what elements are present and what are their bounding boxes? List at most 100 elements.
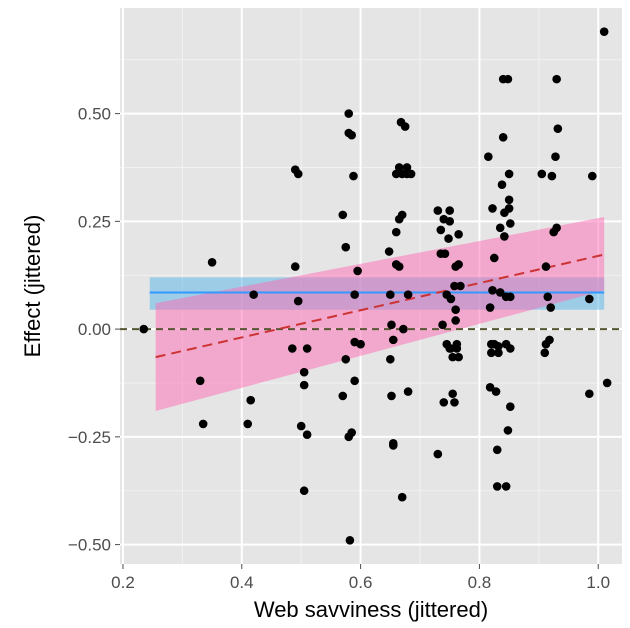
data-point: [489, 253, 499, 263]
data-point: [394, 163, 404, 172]
linear-fit-confidence-band: [155, 217, 605, 411]
y-tick-label: 0.00: [78, 320, 111, 339]
data-point: [545, 335, 554, 345]
fit-lines: [120, 253, 622, 359]
data-point: [349, 171, 358, 181]
x-axis-ticks: 0.2 0.4 0.6 0.8 1.0: [111, 564, 610, 592]
y-tick-label: 0.25: [78, 212, 111, 231]
data-point: [391, 227, 401, 237]
data-point: [587, 171, 597, 181]
data-point: [445, 206, 455, 215]
data-point: [402, 163, 412, 172]
data-point: [384, 247, 394, 256]
data-point: [406, 169, 416, 179]
data-point: [350, 376, 359, 386]
data-point: [302, 344, 312, 353]
data-point: [497, 180, 507, 190]
data-point: [446, 294, 456, 304]
data-point: [495, 288, 505, 297]
data-point: [451, 305, 460, 315]
data-point: [246, 395, 255, 405]
data-point: [487, 348, 496, 358]
data-point: [503, 426, 513, 435]
data-point: [347, 130, 356, 140]
data-point: [287, 344, 297, 353]
data-point: [299, 367, 309, 377]
data-point: [599, 27, 609, 37]
data-point: [436, 225, 446, 235]
data-point: [454, 229, 463, 239]
data-point: [585, 294, 594, 304]
data-point: [492, 445, 502, 455]
data-point: [433, 449, 443, 459]
y-tick-label: −0.25: [68, 428, 111, 447]
data-point: [491, 387, 501, 396]
data-point: [338, 391, 348, 401]
data-point: [448, 389, 457, 399]
x-tick-label: 0.6: [349, 573, 373, 592]
data-point: [484, 152, 493, 161]
x-tick-label: 0.4: [230, 573, 254, 592]
data-point: [403, 387, 413, 396]
data-point: [444, 234, 453, 243]
data-point: [341, 242, 351, 252]
data-point: [553, 124, 563, 133]
data-point: [388, 441, 398, 450]
data-points: [139, 27, 612, 545]
data-point: [485, 303, 495, 312]
data-point: [391, 169, 401, 179]
data-point: [552, 74, 561, 84]
x-tick-label: 0.8: [468, 573, 492, 592]
data-point: [440, 249, 450, 258]
data-point: [249, 290, 258, 299]
data-point: [551, 152, 560, 161]
data-point: [552, 223, 561, 233]
data-point: [448, 352, 457, 362]
data-point: [506, 219, 515, 228]
data-point: [397, 492, 407, 502]
data-point: [504, 204, 514, 213]
data-point: [438, 320, 447, 330]
linear-fit-line: [155, 253, 605, 359]
data-point: [456, 281, 465, 291]
data-point: [506, 402, 515, 411]
data-point: [353, 266, 362, 276]
data-point: [341, 354, 351, 364]
data-point: [399, 324, 408, 334]
data-point: [386, 354, 395, 364]
data-point: [450, 281, 459, 291]
data-point: [397, 210, 407, 220]
data-point: [452, 344, 462, 353]
data-point: [433, 206, 443, 215]
data-point: [498, 133, 508, 142]
data-point: [350, 290, 359, 299]
data-point: [302, 430, 312, 439]
data-point: [495, 223, 505, 233]
data-point: [504, 195, 514, 205]
data-point: [540, 348, 550, 358]
x-tick-label: 0.2: [111, 573, 135, 592]
data-point: [439, 398, 449, 407]
data-point: [602, 378, 612, 388]
data-point: [451, 316, 460, 325]
data-point: [485, 382, 495, 392]
data-point: [299, 380, 309, 390]
data-point: [345, 535, 355, 545]
data-point: [387, 391, 396, 401]
y-tick-label: −0.50: [68, 536, 111, 555]
data-point: [488, 204, 497, 213]
data-point: [541, 262, 551, 271]
data-point: [546, 303, 556, 312]
data-point: [347, 428, 356, 437]
data-point: [503, 74, 513, 84]
data-point: [501, 482, 511, 491]
data-point: [446, 344, 456, 353]
data-point: [293, 169, 303, 179]
x-axis-title: Web savviness (jittered): [254, 597, 488, 622]
data-point: [400, 122, 410, 131]
data-point: [299, 486, 309, 496]
y-axis-ticks: −0.50 −0.25 0.00 0.25 0.50: [68, 105, 120, 555]
data-point: [388, 335, 398, 345]
data-point: [243, 419, 253, 429]
